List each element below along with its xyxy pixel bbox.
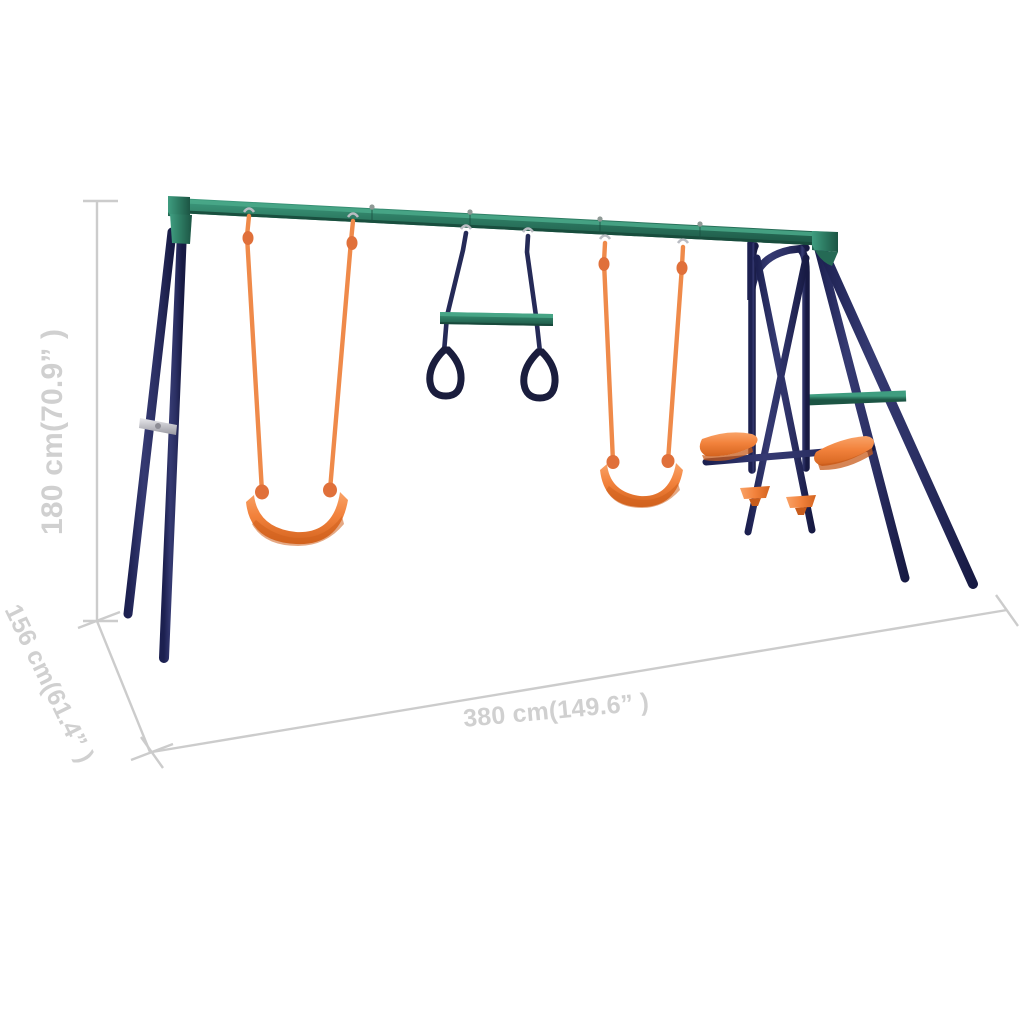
glider-seat-right	[814, 436, 874, 471]
glider-seat-left	[699, 432, 758, 461]
leg-bracket	[139, 418, 177, 435]
right-a-frame	[805, 233, 978, 589]
left-a-frame	[123, 227, 187, 663]
dimension-line-depth	[77, 610, 174, 762]
glider-footrest-left	[740, 486, 770, 506]
swing-seat-1	[242, 207, 360, 546]
dimension-label-height: 180 cm(70.9” )	[36, 328, 69, 535]
glider-swing	[699, 239, 876, 536]
top-beam	[168, 196, 838, 266]
trapeze-ring-right	[520, 348, 559, 402]
glider-footrest-right	[786, 495, 816, 515]
dimension-line-height	[83, 199, 118, 623]
swing-seat-2	[598, 234, 690, 508]
dimension-lines	[77, 199, 1019, 769]
trapeze-bar	[426, 224, 559, 402]
dimension-line-width	[140, 594, 1019, 769]
trapeze-ring-left	[426, 346, 465, 400]
